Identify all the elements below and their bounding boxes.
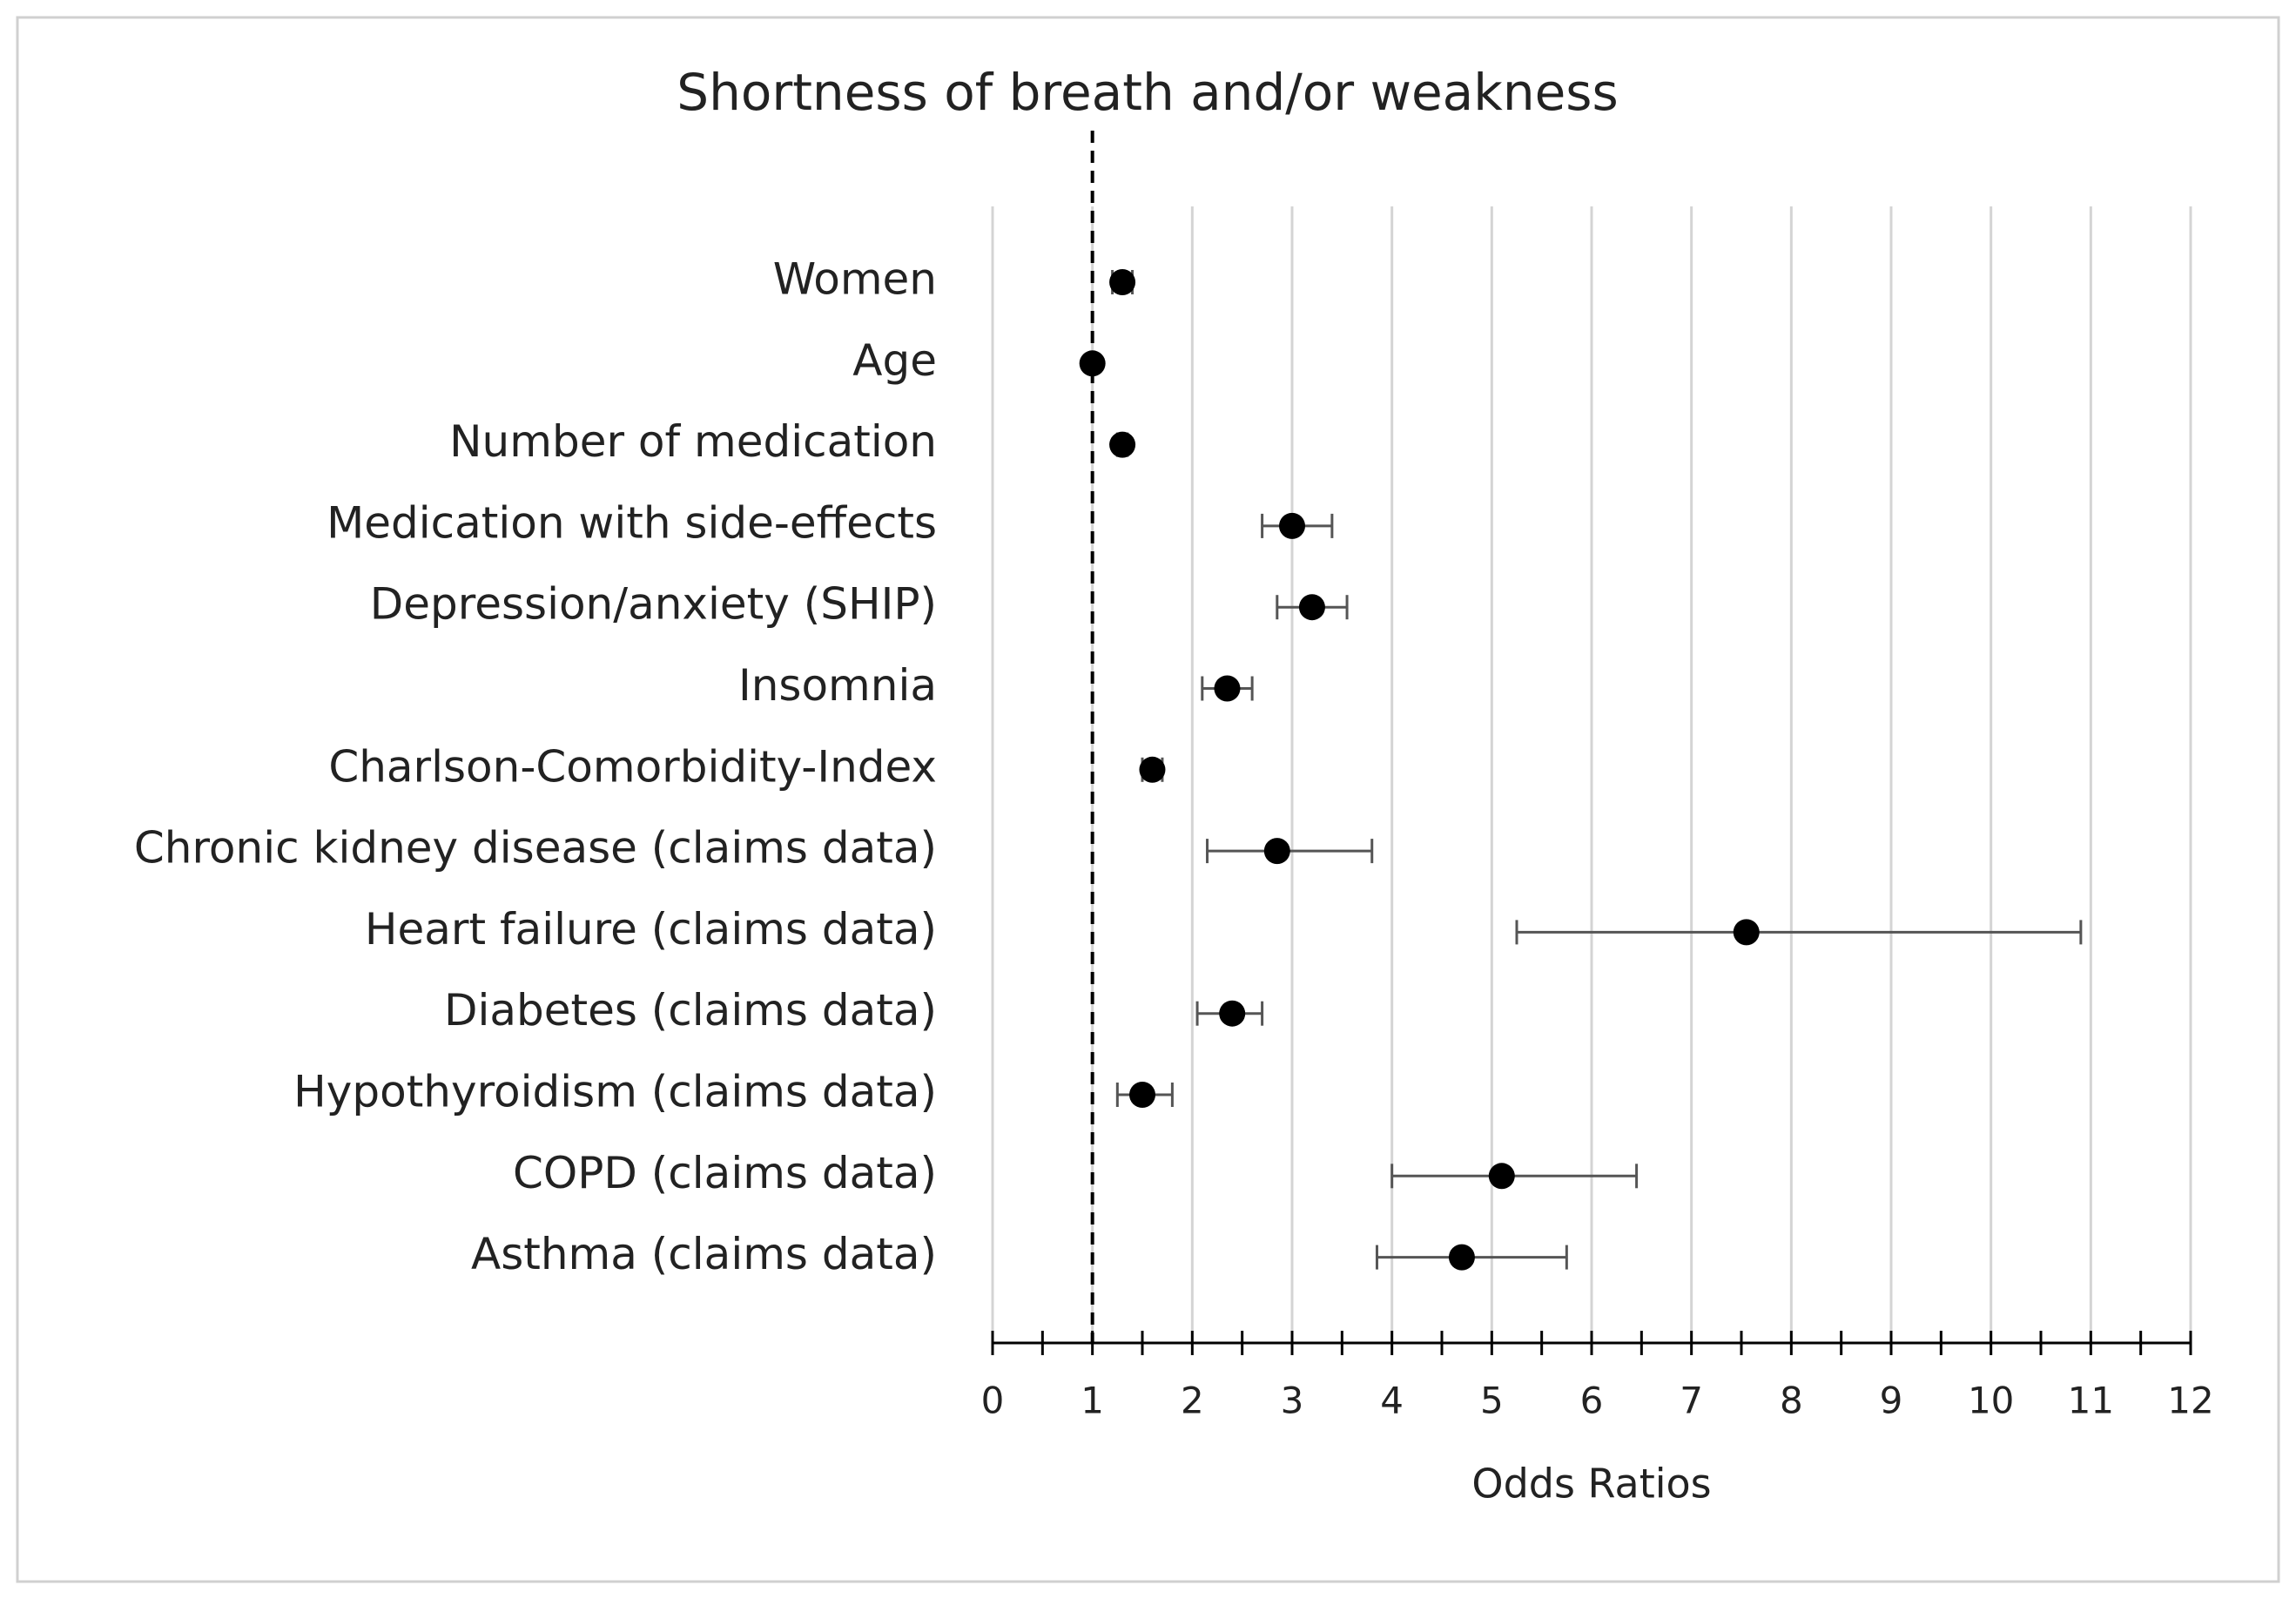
category-label: Medication with side-effects <box>327 497 937 548</box>
category-label: Diabetes (claims data) <box>444 985 937 1036</box>
x-tick-label: 7 <box>1680 1380 1703 1422</box>
x-tick-label: 6 <box>1580 1380 1604 1422</box>
point <box>1279 512 1305 539</box>
category-label: Chronic kidney disease (claims data) <box>134 823 937 874</box>
x-axis-title: Odds Ratios <box>1471 1461 1711 1508</box>
category-label: Heart failure (claims data) <box>365 904 937 955</box>
x-tick-label: 5 <box>1480 1380 1504 1422</box>
category-label: Asthma (claims data) <box>471 1229 937 1279</box>
x-tick-label: 2 <box>1181 1380 1204 1422</box>
point <box>1263 838 1290 865</box>
x-tick-label: 12 <box>2167 1380 2213 1422</box>
point <box>1219 1000 1246 1027</box>
x-tick-label: 8 <box>1780 1380 1803 1422</box>
point <box>1298 594 1325 621</box>
point <box>1109 431 1136 458</box>
x-tick-label: 3 <box>1281 1380 1304 1422</box>
x-tick-label: 11 <box>2068 1380 2114 1422</box>
x-tick-label: 1 <box>1081 1380 1104 1422</box>
category-label: Age <box>852 335 937 386</box>
point <box>1129 1082 1155 1108</box>
point <box>1488 1163 1515 1190</box>
category-label: Depression/anxiety (SHIP) <box>370 579 937 630</box>
chart-border <box>16 16 2280 1583</box>
point <box>1109 269 1136 295</box>
category-label: Charlson-Comorbidity-Index <box>328 741 937 792</box>
category-label: Hypothyroidism (claims data) <box>293 1067 937 1117</box>
category-label: Women <box>773 254 937 305</box>
x-tick-label: 4 <box>1380 1380 1404 1422</box>
x-tick-label: 0 <box>981 1380 1005 1422</box>
category-label: Insomnia <box>738 660 937 711</box>
category-label: Number of medication <box>449 416 937 467</box>
x-tick-label: 10 <box>1968 1380 2014 1422</box>
category-label: COPD (claims data) <box>513 1148 937 1198</box>
point <box>1448 1244 1475 1271</box>
point <box>1139 756 1166 783</box>
chart-title: Shortness of breath and/or weakness <box>677 63 1618 122</box>
point <box>1214 675 1241 702</box>
point <box>1079 350 1106 377</box>
point <box>1733 919 1760 946</box>
x-tick-label: 9 <box>1880 1380 1903 1422</box>
